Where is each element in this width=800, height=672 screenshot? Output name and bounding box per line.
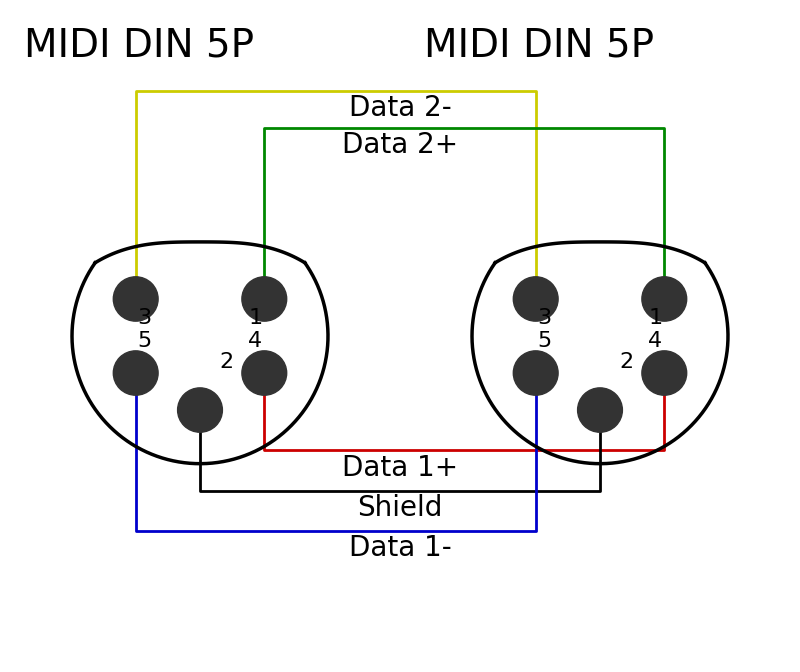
Ellipse shape xyxy=(514,351,558,395)
Ellipse shape xyxy=(114,277,158,321)
Ellipse shape xyxy=(578,388,622,432)
Ellipse shape xyxy=(242,351,286,395)
Text: 3: 3 xyxy=(138,308,151,328)
Text: 5: 5 xyxy=(138,331,152,351)
Text: MIDI DIN 5P: MIDI DIN 5P xyxy=(424,27,654,65)
Ellipse shape xyxy=(242,277,286,321)
Text: Data 2+: Data 2+ xyxy=(342,131,458,159)
Ellipse shape xyxy=(642,351,686,395)
Text: Data 1-: Data 1- xyxy=(349,534,451,562)
Ellipse shape xyxy=(178,388,222,432)
Text: MIDI DIN 5P: MIDI DIN 5P xyxy=(24,27,254,65)
Text: 1: 1 xyxy=(249,308,262,328)
Ellipse shape xyxy=(514,277,558,321)
Text: Data 1+: Data 1+ xyxy=(342,454,458,482)
Text: 5: 5 xyxy=(538,331,552,351)
Text: 2: 2 xyxy=(619,352,634,372)
Text: Shield: Shield xyxy=(358,494,442,522)
Text: Data 2-: Data 2- xyxy=(349,94,451,122)
Text: 3: 3 xyxy=(538,308,551,328)
Ellipse shape xyxy=(114,351,158,395)
Ellipse shape xyxy=(642,277,686,321)
Text: 1: 1 xyxy=(649,308,662,328)
Text: 2: 2 xyxy=(219,352,234,372)
Text: 4: 4 xyxy=(249,331,262,351)
Text: 4: 4 xyxy=(649,331,662,351)
